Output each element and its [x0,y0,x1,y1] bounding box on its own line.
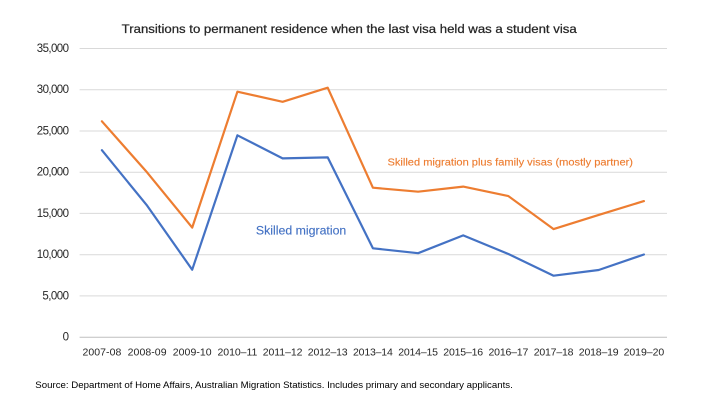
svg-text:2018–19: 2018–19 [579,347,619,359]
svg-text:2010–11: 2010–11 [218,347,258,359]
svg-text:30,000: 30,000 [37,84,69,96]
svg-text:25,000: 25,000 [37,125,69,137]
svg-text:2013–14: 2013–14 [353,347,393,359]
svg-text:0: 0 [63,332,69,344]
svg-text:5,000: 5,000 [42,290,69,302]
svg-text:10,000: 10,000 [37,249,69,261]
svg-text:15,000: 15,000 [37,208,69,220]
svg-text:Source: Department of Home Aff: Source: Department of Home Affairs, Aust… [35,380,513,391]
svg-text:2008-09: 2008-09 [128,347,167,359]
svg-text:Skilled migration: Skilled migration [256,224,347,238]
svg-text:20,000: 20,000 [37,167,69,179]
svg-text:2016–17: 2016–17 [489,347,529,359]
svg-text:Skilled migration plus family: Skilled migration plus family visas (mos… [388,156,634,168]
svg-text:2017–18: 2017–18 [534,347,574,359]
svg-text:2009-10: 2009-10 [173,347,212,359]
svg-text:2011–12: 2011–12 [263,347,303,359]
svg-text:2015–16: 2015–16 [443,347,483,359]
svg-text:2012–13: 2012–13 [308,347,348,359]
svg-text:2019–20: 2019–20 [624,347,665,359]
svg-text:35,000: 35,000 [37,43,69,55]
svg-text:2014–15: 2014–15 [398,347,438,359]
svg-text:Transitions to permanent resid: Transitions to permanent residence when … [122,22,577,36]
svg-text:2007-08: 2007-08 [82,347,121,359]
